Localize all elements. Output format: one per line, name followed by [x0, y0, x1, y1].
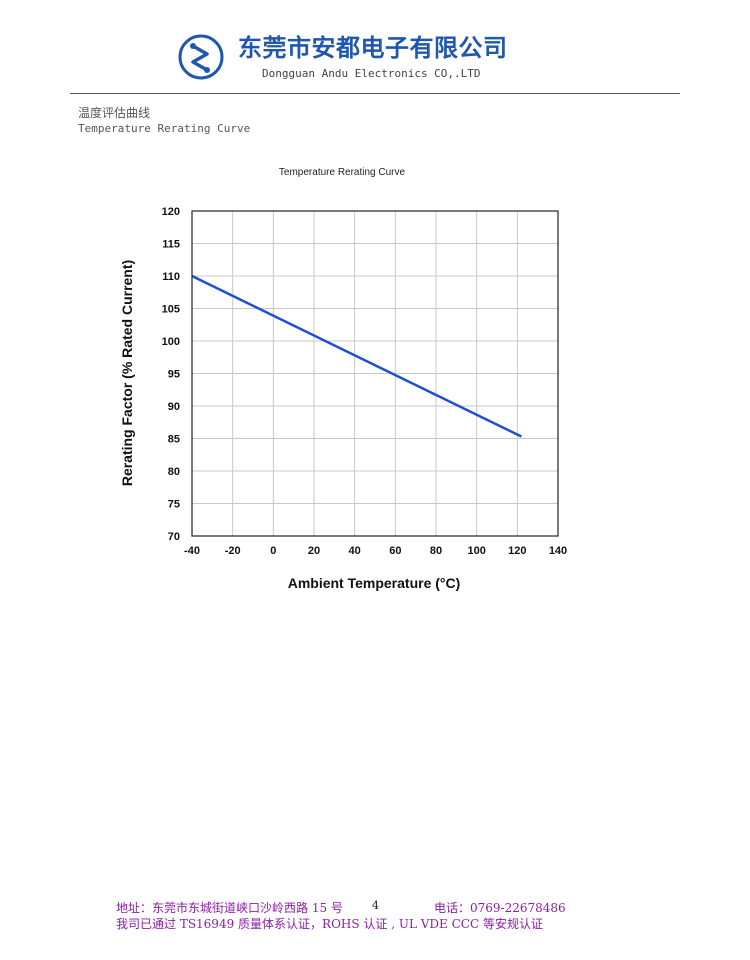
y-tick-label: 105 — [162, 304, 180, 316]
y-tick-label: 100 — [162, 336, 180, 348]
section-title-en: Temperature Rerating Curve — [78, 122, 251, 135]
page-number: 4 — [372, 899, 379, 912]
series-line — [191, 274, 522, 438]
y-tick-label: 70 — [168, 531, 180, 543]
x-tick-label: 100 — [467, 545, 485, 557]
rerating-chart: Temperature Rerating Curve -40 -20 0 20 40 60… — [119, 167, 567, 591]
x-tick-label: 120 — [508, 545, 526, 557]
x-tick-label: -40 — [184, 545, 200, 557]
x-tick-label: 0 — [270, 545, 276, 557]
footer-certifications: 我司已通过 TS16949 质量体系认证，ROHS 认证 , UL VDE CC… — [116, 917, 543, 931]
y-tick-label: 85 — [168, 434, 180, 446]
y-tick-label: 110 — [162, 271, 180, 283]
company-name-cn: 东莞市安都电子有限公司 — [238, 34, 508, 62]
company-name-en: Dongguan Andu Electronics CO,.LTD — [262, 67, 481, 80]
y-tick-label: 115 — [162, 239, 180, 251]
chart-title: Temperature Rerating Curve — [279, 167, 406, 178]
x-tick-label: -20 — [225, 545, 241, 557]
x-axis-ticks: -40 -20 0 20 40 60 80 100 120 140 — [184, 545, 567, 557]
y-tick-label: 75 — [168, 499, 180, 511]
y-tick-label: 90 — [168, 401, 180, 413]
header-divider — [70, 93, 680, 94]
x-axis-title: Ambient Temperature (°C) — [288, 575, 461, 591]
y-axis-ticks: 70 75 80 85 90 95 100 105 110 115 120 — [162, 206, 180, 543]
plot-frame — [191, 210, 559, 537]
footer-address: 地址：东莞市东城街道峡口沙岭西路 15 号 — [116, 901, 343, 915]
x-tick-label: 60 — [389, 545, 401, 557]
x-tick-label: 40 — [349, 545, 361, 557]
y-tick-label: 95 — [168, 369, 180, 381]
andu-logo-icon — [178, 34, 224, 80]
y-axis-title: Rerating Factor (% Rated Current) — [119, 260, 135, 486]
x-tick-label: 20 — [308, 545, 320, 557]
section-title-cn: 温度评估曲线 — [78, 106, 151, 120]
footer-phone: 电话：0769-22678486 — [434, 901, 566, 915]
y-tick-label: 120 — [162, 206, 180, 218]
page-header: 东莞市安都电子有限公司 Dongguan Andu Electronics CO… — [0, 0, 750, 100]
x-tick-label: 140 — [549, 545, 567, 557]
y-tick-label: 80 — [168, 466, 180, 478]
chart-series — [191, 274, 522, 438]
chart-grid — [191, 210, 559, 537]
x-tick-label: 80 — [430, 545, 442, 557]
